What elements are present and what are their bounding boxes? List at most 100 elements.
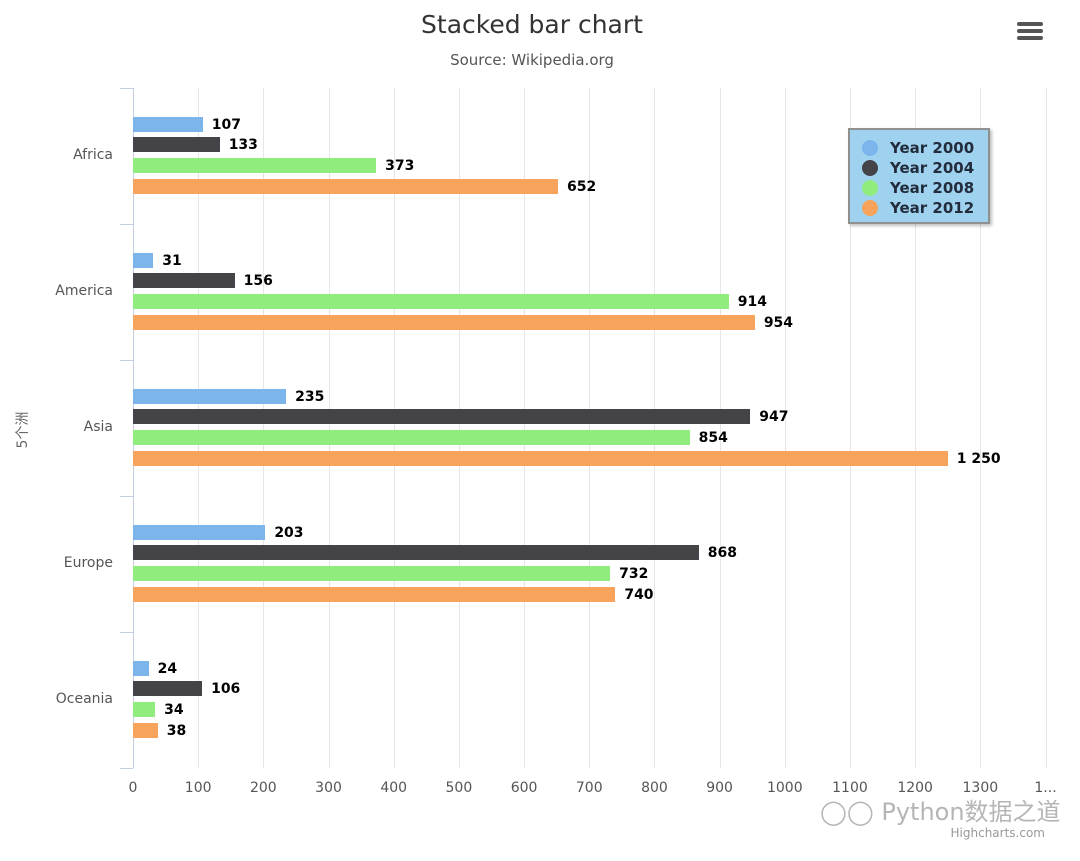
legend-item[interactable]: Year 2004	[862, 158, 974, 178]
legend-marker-icon	[862, 140, 878, 156]
gridline	[980, 88, 982, 768]
bar[interactable]	[133, 315, 755, 330]
legend-marker-icon	[862, 160, 878, 176]
gridline	[198, 88, 200, 768]
bar[interactable]	[133, 409, 751, 424]
y-tick	[120, 768, 133, 769]
y-axis-title: 5个洲	[15, 411, 31, 449]
watermark: ◯◯ Python数据之道	[820, 798, 1061, 826]
category-label: America	[55, 283, 113, 299]
bar[interactable]	[133, 545, 699, 560]
bar[interactable]	[133, 681, 203, 696]
gridline	[1045, 88, 1047, 768]
category-label: Asia	[83, 419, 113, 435]
bar[interactable]	[133, 723, 158, 738]
legend-label: Year 2012	[890, 199, 975, 217]
x-tick-label: 1...	[1034, 780, 1057, 796]
bar[interactable]	[133, 273, 235, 288]
bar[interactable]	[133, 137, 220, 152]
gridline	[589, 88, 591, 768]
bar[interactable]	[133, 117, 203, 132]
legend-item[interactable]: Year 2012	[862, 198, 974, 218]
bar[interactable]	[133, 451, 948, 466]
bar[interactable]	[133, 389, 287, 404]
x-tick-label: 600	[510, 780, 538, 796]
bar[interactable]	[133, 525, 266, 540]
bar[interactable]	[133, 661, 149, 676]
plot-area	[133, 88, 1047, 768]
y-tick	[120, 88, 133, 89]
x-tick-label: 700	[575, 780, 603, 796]
legend-marker-icon	[862, 200, 878, 216]
legend-item[interactable]: Year 2000	[862, 138, 974, 158]
legend: Year 2000 Year 2004 Year 2008 Year 2012	[848, 128, 990, 224]
category-label: Europe	[63, 555, 113, 571]
y-tick	[120, 496, 133, 497]
data-label: 947	[759, 409, 789, 425]
x-tick-label: 400	[380, 780, 408, 796]
bar[interactable]	[133, 587, 616, 602]
y-tick	[120, 360, 133, 361]
chart-subtitle: Source: Wikipedia.org	[450, 51, 614, 69]
y-axis-line	[133, 88, 134, 768]
data-label: 203	[274, 525, 304, 541]
bar[interactable]	[133, 430, 690, 445]
data-label: 156	[243, 273, 273, 289]
x-tick-label: 200	[249, 780, 277, 796]
gridline	[393, 88, 395, 768]
bar[interactable]	[133, 253, 154, 268]
data-label: 31	[162, 253, 182, 269]
legend-marker-icon	[862, 180, 878, 196]
gridline	[458, 88, 460, 768]
x-tick-label: 1200	[897, 780, 933, 796]
x-tick-label: 900	[706, 780, 733, 796]
category-label: Oceania	[55, 691, 113, 707]
chart-title: Stacked bar chart	[421, 10, 643, 39]
x-tick-label: 1300	[962, 780, 999, 796]
data-label: 34	[164, 702, 184, 718]
hamburger-menu-icon[interactable]	[1017, 22, 1043, 42]
bar[interactable]	[133, 179, 558, 194]
legend-item[interactable]: Year 2008	[862, 178, 974, 198]
gridline	[849, 88, 851, 768]
data-label: 1 250	[956, 451, 1001, 467]
legend-label: Year 2004	[890, 159, 975, 177]
data-label: 106	[211, 681, 241, 697]
wechat-icon: ◯◯	[820, 798, 882, 826]
gridline	[263, 88, 265, 768]
data-label: 652	[566, 179, 597, 195]
bar[interactable]	[133, 566, 611, 581]
legend-label: Year 2008	[890, 179, 975, 197]
gridline	[784, 88, 786, 768]
x-tick-label: 1100	[832, 780, 868, 796]
credits-link[interactable]: Highcharts.com	[950, 826, 1045, 840]
gridline	[719, 88, 721, 768]
data-label: 854	[698, 430, 728, 446]
data-label: 38	[166, 723, 187, 739]
y-tick	[120, 632, 133, 633]
data-label: 24	[157, 661, 178, 677]
gridline	[915, 88, 917, 768]
data-label: 914	[737, 294, 767, 310]
data-label: 732	[619, 566, 649, 582]
bar[interactable]	[133, 158, 377, 173]
data-label: 373	[385, 158, 415, 174]
data-label: 107	[211, 117, 241, 133]
data-label: 868	[707, 545, 737, 561]
data-label: 954	[763, 315, 794, 331]
gridline	[654, 88, 656, 768]
x-tick-label: 800	[641, 780, 668, 796]
y-tick	[120, 224, 133, 225]
data-label: 235	[295, 389, 325, 405]
x-tick-label: 100	[184, 780, 212, 796]
x-tick-label: 1000	[766, 780, 803, 796]
x-tick-label: 500	[445, 780, 473, 796]
data-label: 740	[624, 587, 654, 603]
gridline	[328, 88, 330, 768]
x-tick-label: 0	[128, 780, 138, 796]
x-tick-label: 300	[315, 780, 342, 796]
bar[interactable]	[133, 702, 156, 717]
bar[interactable]	[133, 294, 729, 309]
category-label: Africa	[73, 147, 113, 163]
data-label: 133	[228, 137, 258, 153]
